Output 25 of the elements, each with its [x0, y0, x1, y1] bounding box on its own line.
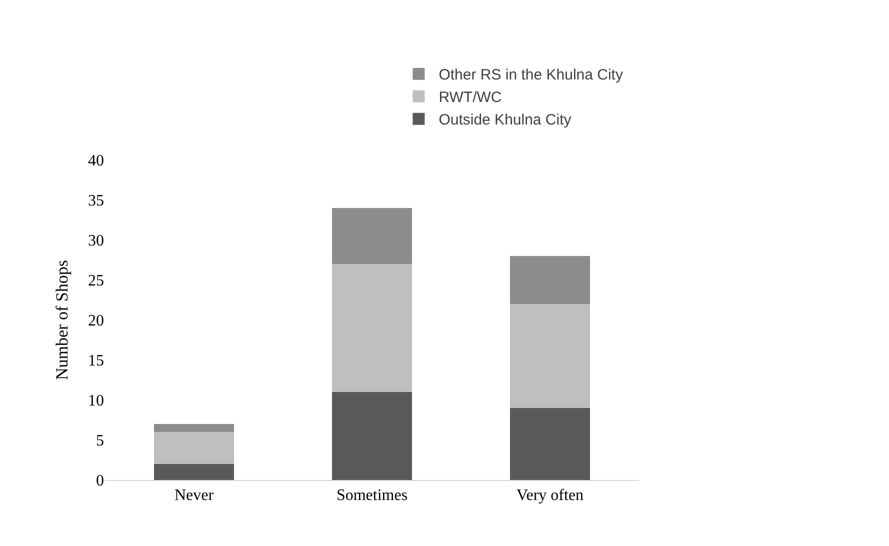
- y-tick-label: 40: [88, 152, 104, 170]
- bar: [332, 208, 412, 264]
- bar: [332, 392, 412, 480]
- legend-label: RWT/WC: [438, 89, 502, 106]
- legend-label: Outside Khulna City: [438, 112, 572, 129]
- bar: [332, 264, 412, 392]
- bar: [154, 464, 234, 480]
- y-tick-label: 5: [96, 432, 104, 450]
- y-tick-label: 15: [88, 352, 104, 370]
- y-tick-label: 25: [88, 272, 104, 290]
- legend-label: Other RS in the Khulna City: [438, 66, 624, 84]
- y-axis-title: Number of Shops: [52, 260, 72, 380]
- x-tick-label: Sometimes: [336, 487, 408, 504]
- bar: [510, 256, 590, 304]
- bar: [510, 304, 590, 408]
- bar: [154, 432, 234, 464]
- bar: [510, 408, 590, 480]
- y-tick-label: 20: [88, 312, 104, 330]
- y-tick-label: 0: [96, 472, 104, 490]
- y-tick-label: 30: [88, 232, 104, 250]
- x-tick-label: Very often: [516, 487, 584, 504]
- y-tick-label: 10: [88, 392, 104, 410]
- x-tick-label: Never: [174, 487, 214, 504]
- y-tick-label: 35: [88, 192, 104, 210]
- bar: [154, 424, 234, 432]
